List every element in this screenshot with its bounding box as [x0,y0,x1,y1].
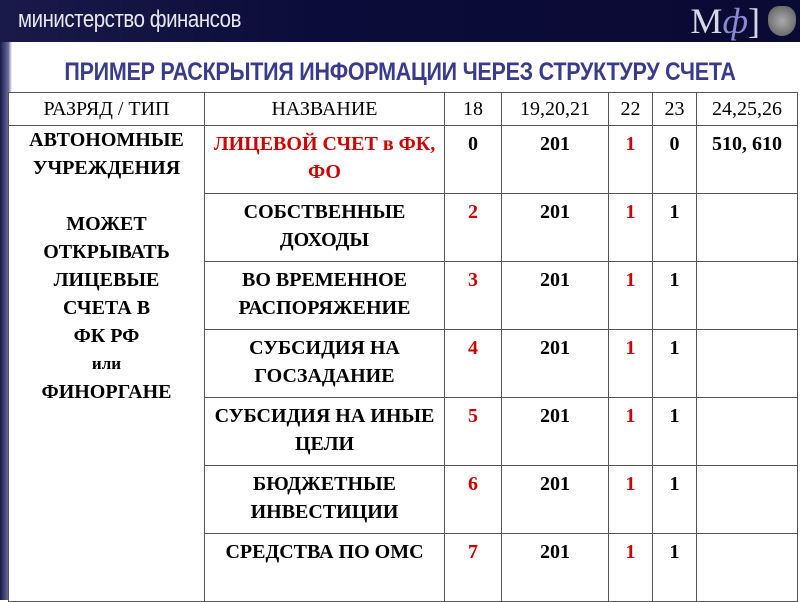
digits-24-26-cell: 510, 610 [696,125,798,194]
table-row: СУБСИДИЯ НА ИНЫЕ ЦЕЛИ 5 201 1 1 [9,397,798,466]
type-note: ОТКРЫВАТЬ [43,241,170,263]
digit-18-cell: 5 [444,397,502,466]
type-cell: АВТОНОМНЫЕ УЧРЕЖДЕНИЯ МОЖЕТ ОТКРЫВАТЬ ЛИЦЕВ… [8,125,205,602]
digits-19-21-cell: 201 [501,465,609,534]
type-text: УЧРЕЖДЕНИЯ [32,157,181,179]
table-row: ВО ВРЕМЕННОЕ РАСПОРЯЖЕНИЕ 3 201 1 1 [9,261,798,330]
column-header: НАЗВАНИЕ [204,92,445,126]
digit-18-cell: 3 [444,261,502,330]
column-header: РАЗРЯД / ТИП [8,92,205,126]
type-note: или [91,354,122,373]
digits-19-21-cell: 201 [501,125,609,194]
digits-19-21-cell: 201 [501,261,609,330]
column-header: 18 [444,92,502,126]
table-row: БЮДЖЕТНЫЕ ИНВЕСТИЦИИ 6 201 1 1 [9,465,798,534]
coat-of-arms-icon [768,6,796,36]
digit-18-cell: 6 [444,465,502,534]
digits-24-26-cell [696,329,798,398]
type-note: ЛИЦЕВЫЕ [53,269,160,291]
table-header-row: РАЗРЯД / ТИП НАЗВАНИЕ 18 19,20,21 22 23 … [8,92,798,126]
digit-23-cell: 1 [652,193,697,262]
digits-19-21-cell: 201 [501,397,609,466]
name-cell: СУБСИДИЯ НА ИНЫЕ ЦЕЛИ [204,397,445,466]
digit-22-cell: 1 [608,533,653,602]
digit-22-cell: 1 [608,465,653,534]
digit-18-cell: 2 [444,193,502,262]
type-note: ФК РФ [73,325,140,347]
digits-24-26-cell [696,397,798,466]
digits-24-26-cell [696,533,798,602]
digits-19-21-cell: 201 [501,193,609,262]
digit-22-cell: 1 [608,193,653,262]
digits-24-26-cell [696,261,798,330]
digits-19-21-cell: 201 [501,329,609,398]
column-header: 23 [652,92,697,126]
digit-23-cell: 1 [652,397,697,466]
digit-18-cell: 0 [444,125,502,194]
name-cell: ЛИЦЕВОЙ СЧЕТ в ФК, ФО [204,125,445,194]
digit-23-cell: 1 [652,465,697,534]
name-cell: СРЕДСТВА ПО ОМС [204,533,445,602]
digit-23-cell: 1 [652,329,697,398]
header-banner: министерство финансов Мф] [0,0,800,42]
name-cell: СУБСИДИЯ НА ГОСЗАДАНИЕ [204,329,445,398]
digits-24-26-cell [696,193,798,262]
table-row: СОБСТВЕННЫЕ ДОХОДЫ 2 201 1 1 [9,193,798,262]
slide-title: ПРИМЕР РАСКРЫТИЯ ИНФОРМАЦИИ ЧЕРЕЗ СТРУКТ… [64,58,736,86]
ministry-logo: Мф] [690,1,760,41]
ministry-name: министерство финансов [18,6,242,33]
type-text: АВТОНОМНЫЕ [29,129,184,151]
digit-22-cell: 1 [608,261,653,330]
account-structure-table: РАЗРЯД / ТИП НАЗВАНИЕ 18 19,20,21 22 23 … [8,92,798,602]
table-row: СРЕДСТВА ПО ОМС 7 201 1 1 [9,533,798,602]
name-cell: БЮДЖЕТНЫЕ ИНВЕСТИЦИИ [204,465,445,534]
table-row: СУБСИДИЯ НА ГОСЗАДАНИЕ 4 201 1 1 [9,329,798,398]
digit-23-cell: 1 [652,533,697,602]
name-cell: ВО ВРЕМЕННОЕ РАСПОРЯЖЕНИЕ [204,261,445,330]
column-header: 22 [608,92,653,126]
column-header: 19,20,21 [501,92,609,126]
digit-18-cell: 7 [444,533,502,602]
digits-19-21-cell: 201 [501,533,609,602]
table-row: АВТОНОМНЫЕ УЧРЕЖДЕНИЯ МОЖЕТ ОТКРЫВАТЬ ЛИЦЕВ… [8,125,798,602]
digit-18-cell: 4 [444,329,502,398]
digit-23-cell: 0 [652,125,697,194]
type-note: МОЖЕТ [66,213,147,235]
digit-22-cell: 1 [608,125,653,194]
type-note: ФИНОРГАНЕ [41,381,172,403]
name-cell: СОБСТВЕННЫЕ ДОХОДЫ [204,193,445,262]
type-note: СЧЕТА В [62,297,151,319]
digit-22-cell: 1 [608,397,653,466]
digits-24-26-cell [696,465,798,534]
column-header: 24,25,26 [696,92,798,126]
digit-22-cell: 1 [608,329,653,398]
digit-23-cell: 1 [652,261,697,330]
